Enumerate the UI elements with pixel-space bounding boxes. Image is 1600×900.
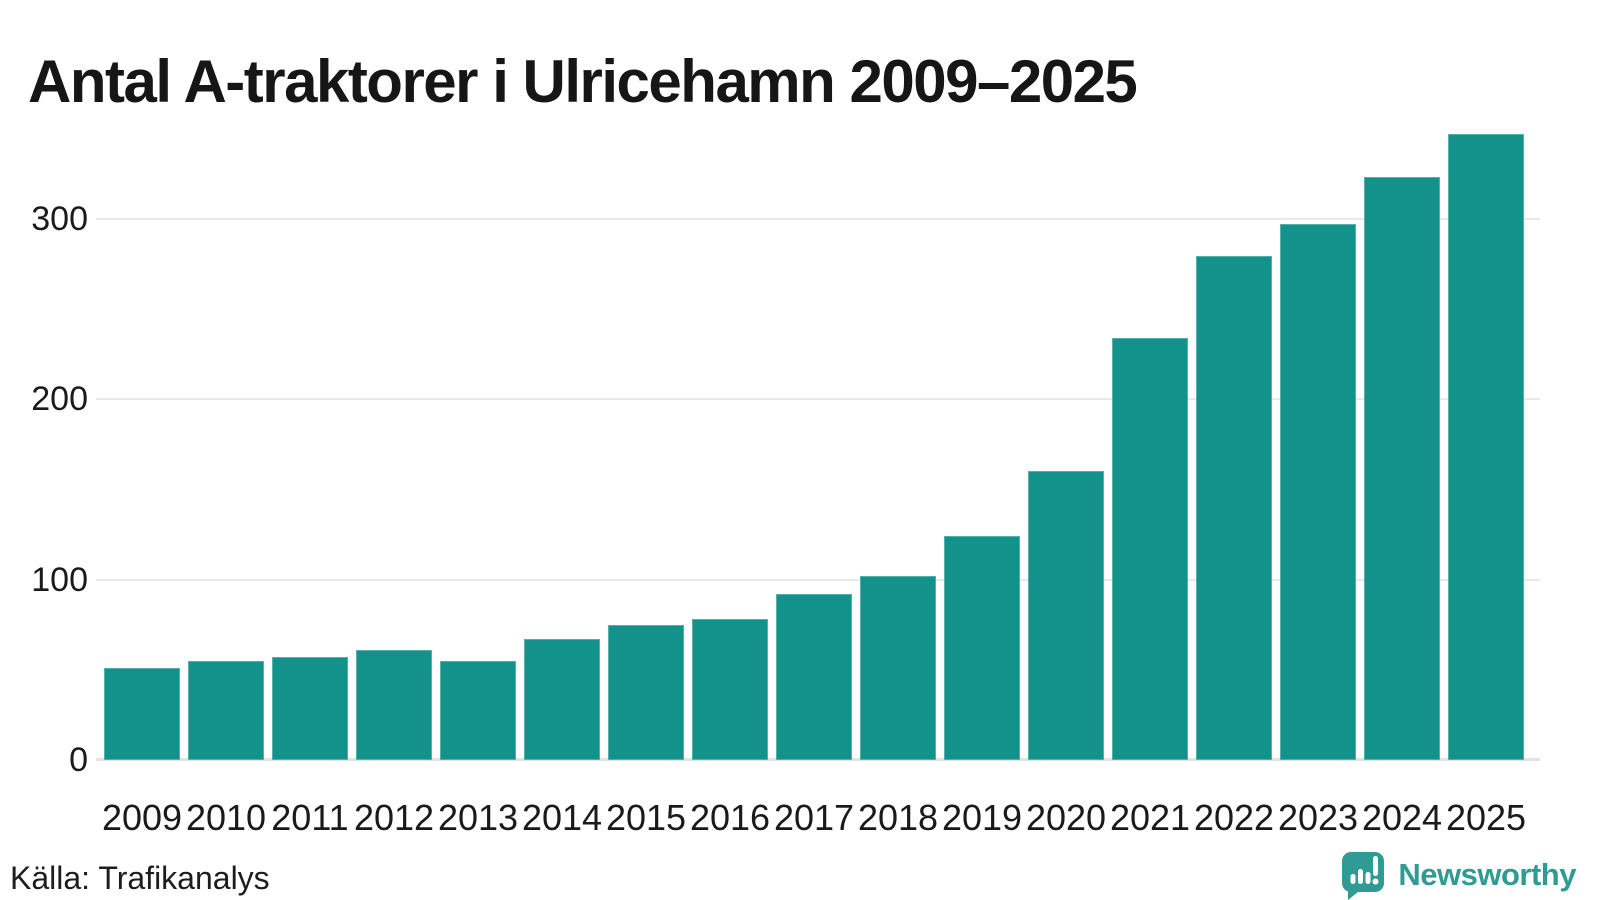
gridline bbox=[96, 398, 1540, 400]
newsworthy-wordmark: Newsworthy bbox=[1398, 857, 1576, 892]
bar-2019 bbox=[944, 536, 1020, 760]
x-tick-label: 2025 bbox=[1445, 797, 1527, 838]
x-tick-label: 2020 bbox=[1025, 797, 1107, 838]
newsworthy-logo-icon bbox=[1342, 852, 1385, 900]
x-tick-label: 2023 bbox=[1277, 797, 1359, 838]
x-tick-label: 2013 bbox=[437, 797, 519, 838]
source-note: Källa: Trafikanalys bbox=[10, 860, 270, 896]
gridline bbox=[96, 217, 1540, 220]
bar-2021 bbox=[1112, 337, 1188, 760]
bar-2013 bbox=[440, 660, 516, 760]
y-tick-label: 200 bbox=[31, 380, 88, 418]
x-tick-label: 2015 bbox=[605, 797, 687, 838]
bar-2022 bbox=[1196, 256, 1272, 760]
bar-2018 bbox=[860, 575, 936, 760]
x-tick-label: 2017 bbox=[773, 797, 855, 838]
bar-2024 bbox=[1364, 177, 1440, 760]
bar-2017 bbox=[776, 593, 852, 760]
bar-2015 bbox=[608, 624, 684, 760]
x-tick-label: 2024 bbox=[1361, 797, 1443, 838]
plot-area bbox=[96, 130, 1540, 761]
bar-2011 bbox=[272, 657, 348, 760]
chart-title: Antal A-traktorer i Ulricehamn 2009–2025 bbox=[28, 48, 1138, 116]
bar-2020 bbox=[1028, 471, 1104, 760]
bar-2014 bbox=[524, 639, 600, 760]
y-tick-label: 0 bbox=[69, 741, 88, 779]
gridline bbox=[96, 578, 1540, 581]
x-tick-label: 2011 bbox=[271, 797, 349, 838]
x-tick-label: 2022 bbox=[1193, 797, 1275, 838]
y-tick-label: 300 bbox=[31, 199, 88, 238]
x-tick-label: 2009 bbox=[101, 797, 183, 838]
x-tick-label: 2018 bbox=[857, 797, 939, 838]
bar-2016 bbox=[692, 619, 768, 760]
bar-2010 bbox=[188, 660, 264, 760]
x-tick-label: 2016 bbox=[689, 797, 771, 838]
x-tick-label: 2010 bbox=[185, 797, 267, 838]
x-tick-label: 2019 bbox=[941, 797, 1023, 838]
x-tick-label: 2014 bbox=[521, 797, 603, 838]
x-tick-label: 2012 bbox=[353, 797, 435, 838]
y-tick-label: 100 bbox=[31, 560, 88, 599]
newsworthy-branding: Newsworthy bbox=[1340, 850, 1576, 900]
x-tick-label: 2021 bbox=[1109, 797, 1191, 838]
bar-2023 bbox=[1280, 223, 1356, 760]
bar-2009 bbox=[104, 667, 180, 760]
bar-2012 bbox=[356, 649, 432, 760]
bar-2025 bbox=[1448, 133, 1524, 760]
